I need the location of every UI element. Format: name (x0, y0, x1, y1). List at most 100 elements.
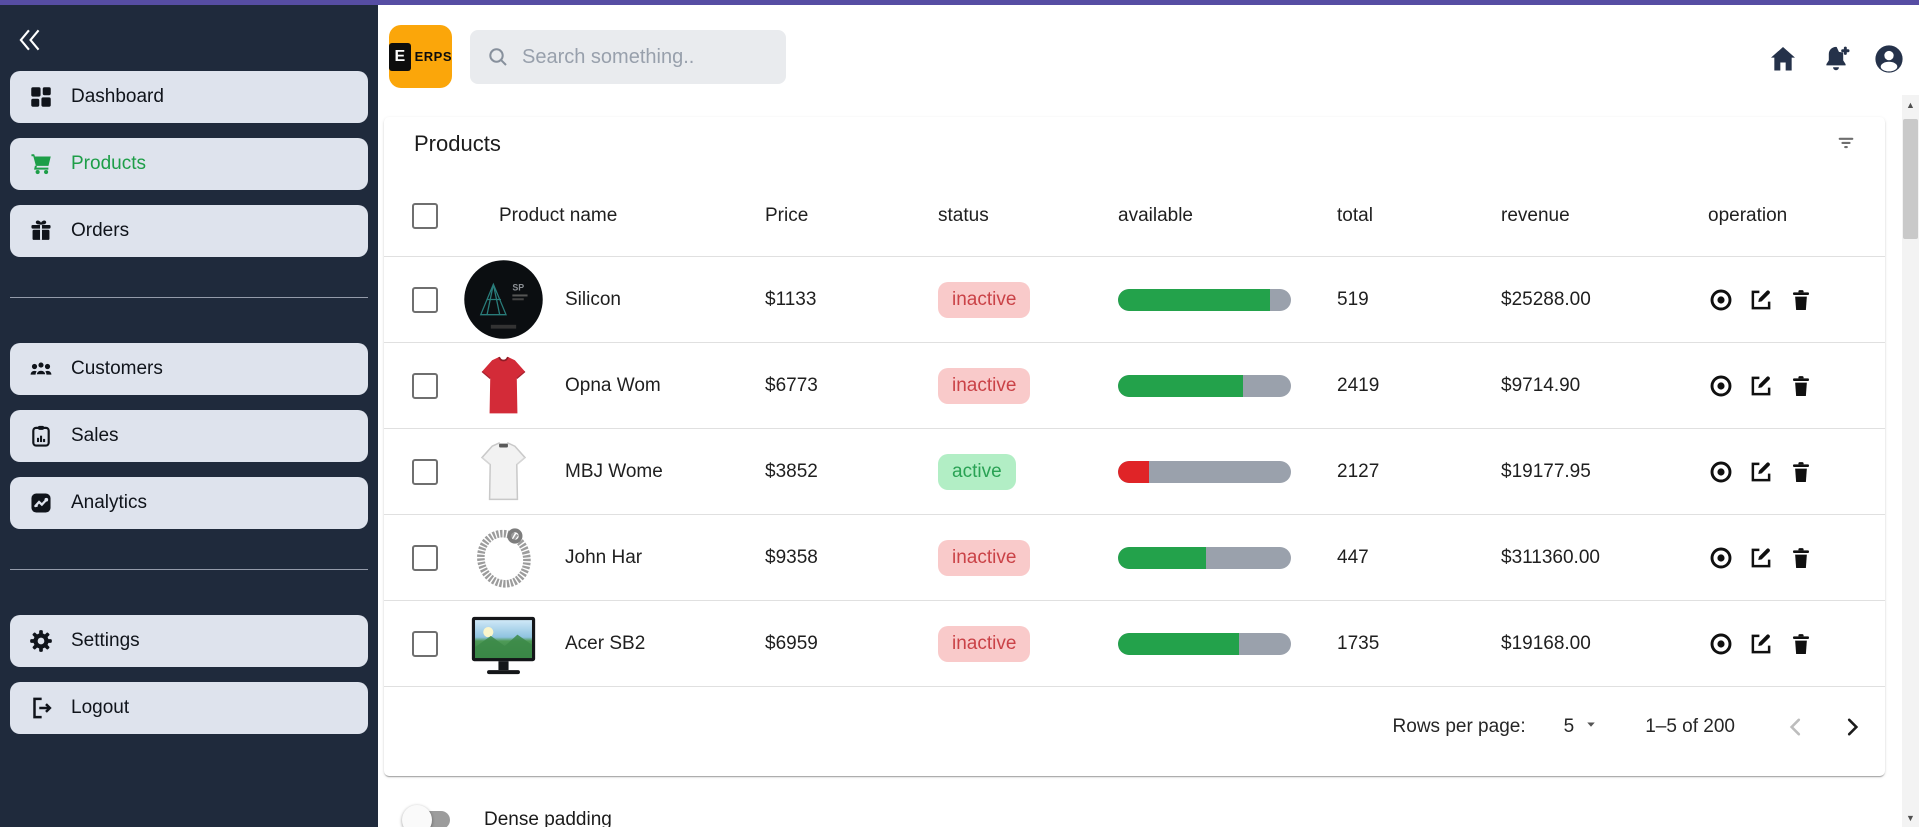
topbar-icons (1767, 43, 1905, 75)
sidebar-item-products[interactable]: Products (10, 138, 368, 190)
rows-per-page-value: 5 (1563, 716, 1575, 737)
delete-icon[interactable] (1788, 459, 1814, 485)
product-total: 1735 (1337, 632, 1380, 654)
rows-per-page-label: Rows per page: (1392, 716, 1526, 737)
delete-icon[interactable] (1788, 287, 1814, 313)
row-checkbox[interactable] (412, 286, 438, 313)
scroll-down-icon[interactable]: ▼ (1902, 808, 1919, 827)
rows-per-page-select[interactable]: 5 (1564, 715, 1601, 739)
sidebar-collapse-button[interactable] (15, 25, 45, 55)
sidebar-item-customers[interactable]: Customers (10, 343, 368, 395)
sidebar-item-analytics[interactable]: Analytics (10, 477, 368, 529)
sidebar-item-logout[interactable]: Logout (10, 682, 368, 734)
sidebar-item-label: Sales (71, 425, 119, 446)
previous-page-icon[interactable] (1783, 714, 1809, 740)
dense-padding-toggle[interactable] (402, 804, 460, 827)
table-body: SP Silicon $1133 inactive 519 $25288.00 … (384, 257, 1885, 687)
edit-icon[interactable] (1748, 459, 1774, 485)
column-header-available: available (1118, 205, 1193, 226)
sidebar-item-label: Orders (71, 220, 130, 241)
edit-icon[interactable] (1748, 545, 1774, 571)
scrollbar-thumb[interactable] (1903, 119, 1918, 239)
edit-icon[interactable] (1748, 287, 1774, 313)
product-image-dark-tech-device: SP (463, 259, 544, 340)
edit-icon[interactable] (1748, 373, 1774, 399)
logo-letter: E (389, 42, 411, 71)
chevrons-left-icon (15, 29, 45, 59)
sidebar-item-settings[interactable]: Settings (10, 615, 368, 667)
delete-icon[interactable] (1788, 631, 1814, 657)
status-badge: inactive (938, 625, 1031, 662)
home-icon[interactable] (1767, 43, 1799, 75)
row-checkbox[interactable] (412, 544, 438, 571)
delete-icon[interactable] (1788, 373, 1814, 399)
product-price: $6773 (765, 374, 818, 396)
next-page-icon[interactable] (1839, 714, 1865, 740)
view-icon[interactable] (1708, 459, 1734, 485)
view-icon[interactable] (1708, 631, 1734, 657)
view-icon[interactable] (1708, 545, 1734, 571)
sidebar-item-label: Customers (71, 358, 163, 379)
product-image-red-tshirt (463, 345, 544, 426)
clipboard-icon (28, 423, 54, 449)
product-image-monitor-landscape (463, 603, 544, 684)
vertical-scrollbar[interactable]: ▲ ▼ (1902, 95, 1919, 827)
availability-bar-fill (1118, 632, 1240, 655)
table-row: John Har $9358 inactive 447 $311360.00 (384, 515, 1885, 601)
status-badge: active (938, 453, 1016, 490)
logout-icon (28, 695, 54, 721)
search-input[interactable] (520, 44, 764, 70)
toggle-thumb (402, 805, 432, 827)
filter-list-icon[interactable] (1835, 132, 1857, 154)
product-name: MBJ Wome (565, 460, 663, 482)
product-name: Silicon (565, 288, 621, 310)
availability-bar-fill (1118, 374, 1243, 397)
notification-add-icon[interactable] (1820, 43, 1852, 75)
scroll-up-icon[interactable]: ▲ (1902, 95, 1919, 114)
search-icon (486, 45, 510, 69)
row-checkbox[interactable] (412, 372, 438, 399)
product-total: 2127 (1337, 460, 1380, 482)
main-content: Products Product name Price status avail… (378, 90, 1902, 827)
product-revenue: $19168.00 (1501, 632, 1591, 654)
row-checkbox[interactable] (412, 458, 438, 485)
people-icon (28, 356, 54, 382)
sidebar-item-label: Analytics (71, 492, 148, 513)
view-icon[interactable] (1708, 373, 1734, 399)
row-checkbox[interactable] (412, 630, 438, 657)
product-image-silver-bracelet (463, 517, 544, 598)
column-header-price: Price (765, 205, 809, 226)
availability-bar (1118, 632, 1291, 655)
gift-icon (28, 218, 54, 244)
table-row: Opna Wom $6773 inactive 2419 $9714.90 (384, 343, 1885, 429)
availability-bar (1118, 288, 1291, 311)
product-image-white-tshirt (463, 431, 544, 512)
sidebar-item-orders[interactable]: Orders (10, 205, 368, 257)
app-logo[interactable]: E ERPS (389, 25, 452, 88)
dense-padding-label: Dense padding (484, 809, 612, 827)
availability-bar (1118, 460, 1291, 483)
availability-bar-fill (1118, 460, 1150, 483)
availability-bar-fill (1118, 288, 1271, 311)
edit-icon[interactable] (1748, 631, 1774, 657)
column-header-revenue: revenue (1501, 205, 1570, 226)
pagination: Rows per page: 5 1–5 of 200 (384, 687, 1885, 767)
search-box[interactable] (470, 30, 786, 84)
view-icon[interactable] (1708, 287, 1734, 313)
select-all-checkbox[interactable] (412, 203, 438, 229)
availability-bar (1118, 546, 1291, 569)
caret-down-icon (1582, 715, 1600, 739)
sidebar-item-dashboard[interactable]: Dashboard (10, 71, 368, 123)
sidebar-item-sales[interactable]: Sales (10, 410, 368, 462)
account-icon[interactable] (1873, 43, 1905, 75)
topbar: E ERPS (378, 5, 1919, 90)
logo-text: ERPS (414, 49, 452, 64)
product-name: Opna Wom (565, 374, 661, 396)
sidebar-divider (10, 297, 368, 298)
dense-padding-row: Dense padding (402, 804, 612, 827)
svg-text:SP: SP (512, 283, 524, 293)
delete-icon[interactable] (1788, 545, 1814, 571)
table-row: Acer SB2 $6959 inactive 1735 $19168.00 (384, 601, 1885, 687)
table-header-row: Product name Price status available tota… (384, 176, 1885, 257)
